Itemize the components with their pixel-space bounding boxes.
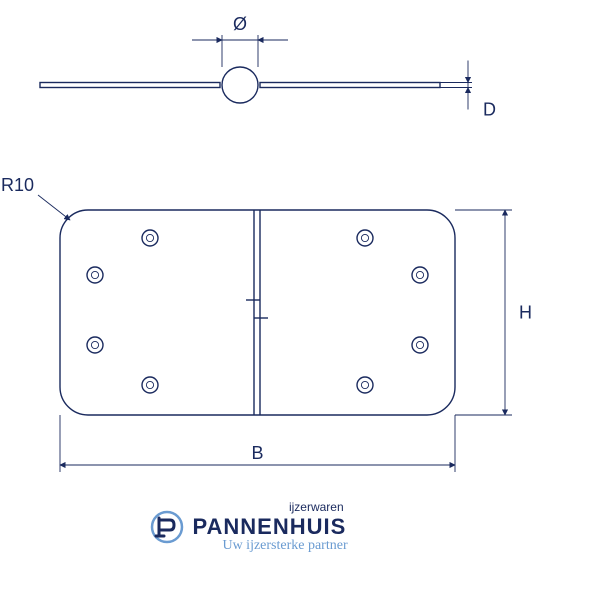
svg-text:H: H [519, 303, 532, 323]
logo-tagline: Uw ijzersterke partner [222, 538, 347, 554]
logo-mark-icon [150, 510, 184, 544]
svg-text:B: B [251, 443, 263, 463]
svg-text:Ø: Ø [233, 14, 247, 34]
svg-text:D: D [483, 100, 496, 120]
brand-logo: ijzerwaren PANNENHUIS Uw ijzersterke par… [150, 500, 348, 554]
logo-name: PANNENHUIS [192, 514, 347, 540]
logo-top-text: ijzerwaren [192, 500, 343, 514]
svg-text:R10: R10 [1, 175, 34, 195]
